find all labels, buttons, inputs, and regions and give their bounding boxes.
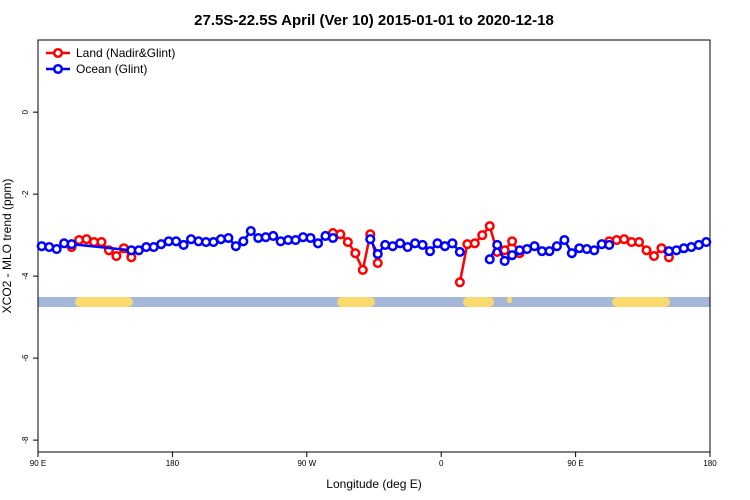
data-point bbox=[499, 255, 510, 267]
data-point bbox=[402, 241, 413, 253]
data-point bbox=[529, 241, 540, 252]
y-tick-label: -6 bbox=[21, 354, 30, 362]
y-tick-label: -4 bbox=[21, 272, 30, 280]
data-point bbox=[335, 229, 346, 240]
data-point bbox=[484, 254, 495, 265]
data-point bbox=[372, 257, 383, 269]
x-tick-label: 180 bbox=[166, 459, 180, 468]
data-point bbox=[223, 232, 234, 244]
x-axis-label: Longitude (deg E) bbox=[326, 477, 421, 491]
legend-label: Land (Nadir&Glint) bbox=[76, 46, 175, 60]
data-point bbox=[178, 239, 189, 251]
data-point bbox=[701, 237, 712, 248]
data-point bbox=[66, 239, 77, 250]
data-point bbox=[312, 238, 324, 249]
data-point bbox=[357, 264, 368, 276]
data-point bbox=[268, 230, 279, 242]
data-point bbox=[245, 225, 256, 237]
data-point bbox=[634, 237, 645, 248]
data-point bbox=[454, 246, 465, 257]
data-point bbox=[551, 241, 562, 252]
legend-marker bbox=[52, 63, 64, 75]
chart-title: 27.5S-22.5S April (Ver 10) 2015-01-01 to… bbox=[194, 12, 554, 29]
data-point bbox=[507, 250, 518, 261]
land-band bbox=[507, 297, 512, 303]
data-point bbox=[342, 237, 353, 248]
data-point bbox=[171, 236, 182, 247]
x-tick-label: 90 W bbox=[297, 459, 316, 468]
data-point bbox=[111, 250, 122, 262]
x-tick-label: 180 bbox=[703, 459, 717, 468]
data-point bbox=[566, 248, 577, 259]
land-band bbox=[75, 297, 133, 307]
land-band bbox=[337, 297, 375, 307]
data-point bbox=[424, 246, 436, 257]
data-point bbox=[372, 248, 383, 260]
data-point bbox=[395, 238, 406, 249]
data-point bbox=[417, 239, 428, 251]
data-point bbox=[604, 239, 615, 251]
data-point bbox=[477, 230, 488, 241]
data-point bbox=[96, 237, 107, 248]
data-point bbox=[447, 238, 458, 249]
data-point bbox=[648, 250, 660, 262]
data-point bbox=[51, 244, 62, 255]
data-point bbox=[454, 277, 465, 288]
data-point bbox=[350, 248, 361, 259]
land-band bbox=[463, 297, 494, 307]
data-point bbox=[305, 232, 316, 244]
x-tick-label: 90 E bbox=[567, 459, 583, 468]
data-point bbox=[492, 239, 503, 251]
data-point bbox=[559, 235, 570, 246]
y-tick-label: -2 bbox=[21, 190, 30, 198]
y-axis-label: XCO2 - MLO trend (ppm) bbox=[0, 179, 14, 314]
data-point bbox=[230, 241, 241, 252]
data-point bbox=[469, 238, 480, 249]
y-tick-label: 0 bbox=[21, 109, 30, 114]
data-point bbox=[365, 234, 376, 245]
data-point bbox=[238, 236, 249, 247]
data-point bbox=[641, 245, 652, 256]
data-point bbox=[327, 232, 338, 244]
data-point bbox=[507, 236, 518, 247]
y-tick-label: -8 bbox=[21, 436, 30, 444]
land-band bbox=[612, 297, 670, 307]
data-point bbox=[544, 246, 555, 257]
data-point bbox=[484, 221, 495, 232]
legend-marker bbox=[52, 47, 64, 59]
x-tick-label: 0 bbox=[439, 459, 444, 468]
x-tick-label: 90 E bbox=[30, 459, 46, 468]
legend-label: Ocean (Glint) bbox=[76, 62, 147, 76]
data-point bbox=[589, 245, 600, 256]
land-strip bbox=[38, 297, 710, 307]
